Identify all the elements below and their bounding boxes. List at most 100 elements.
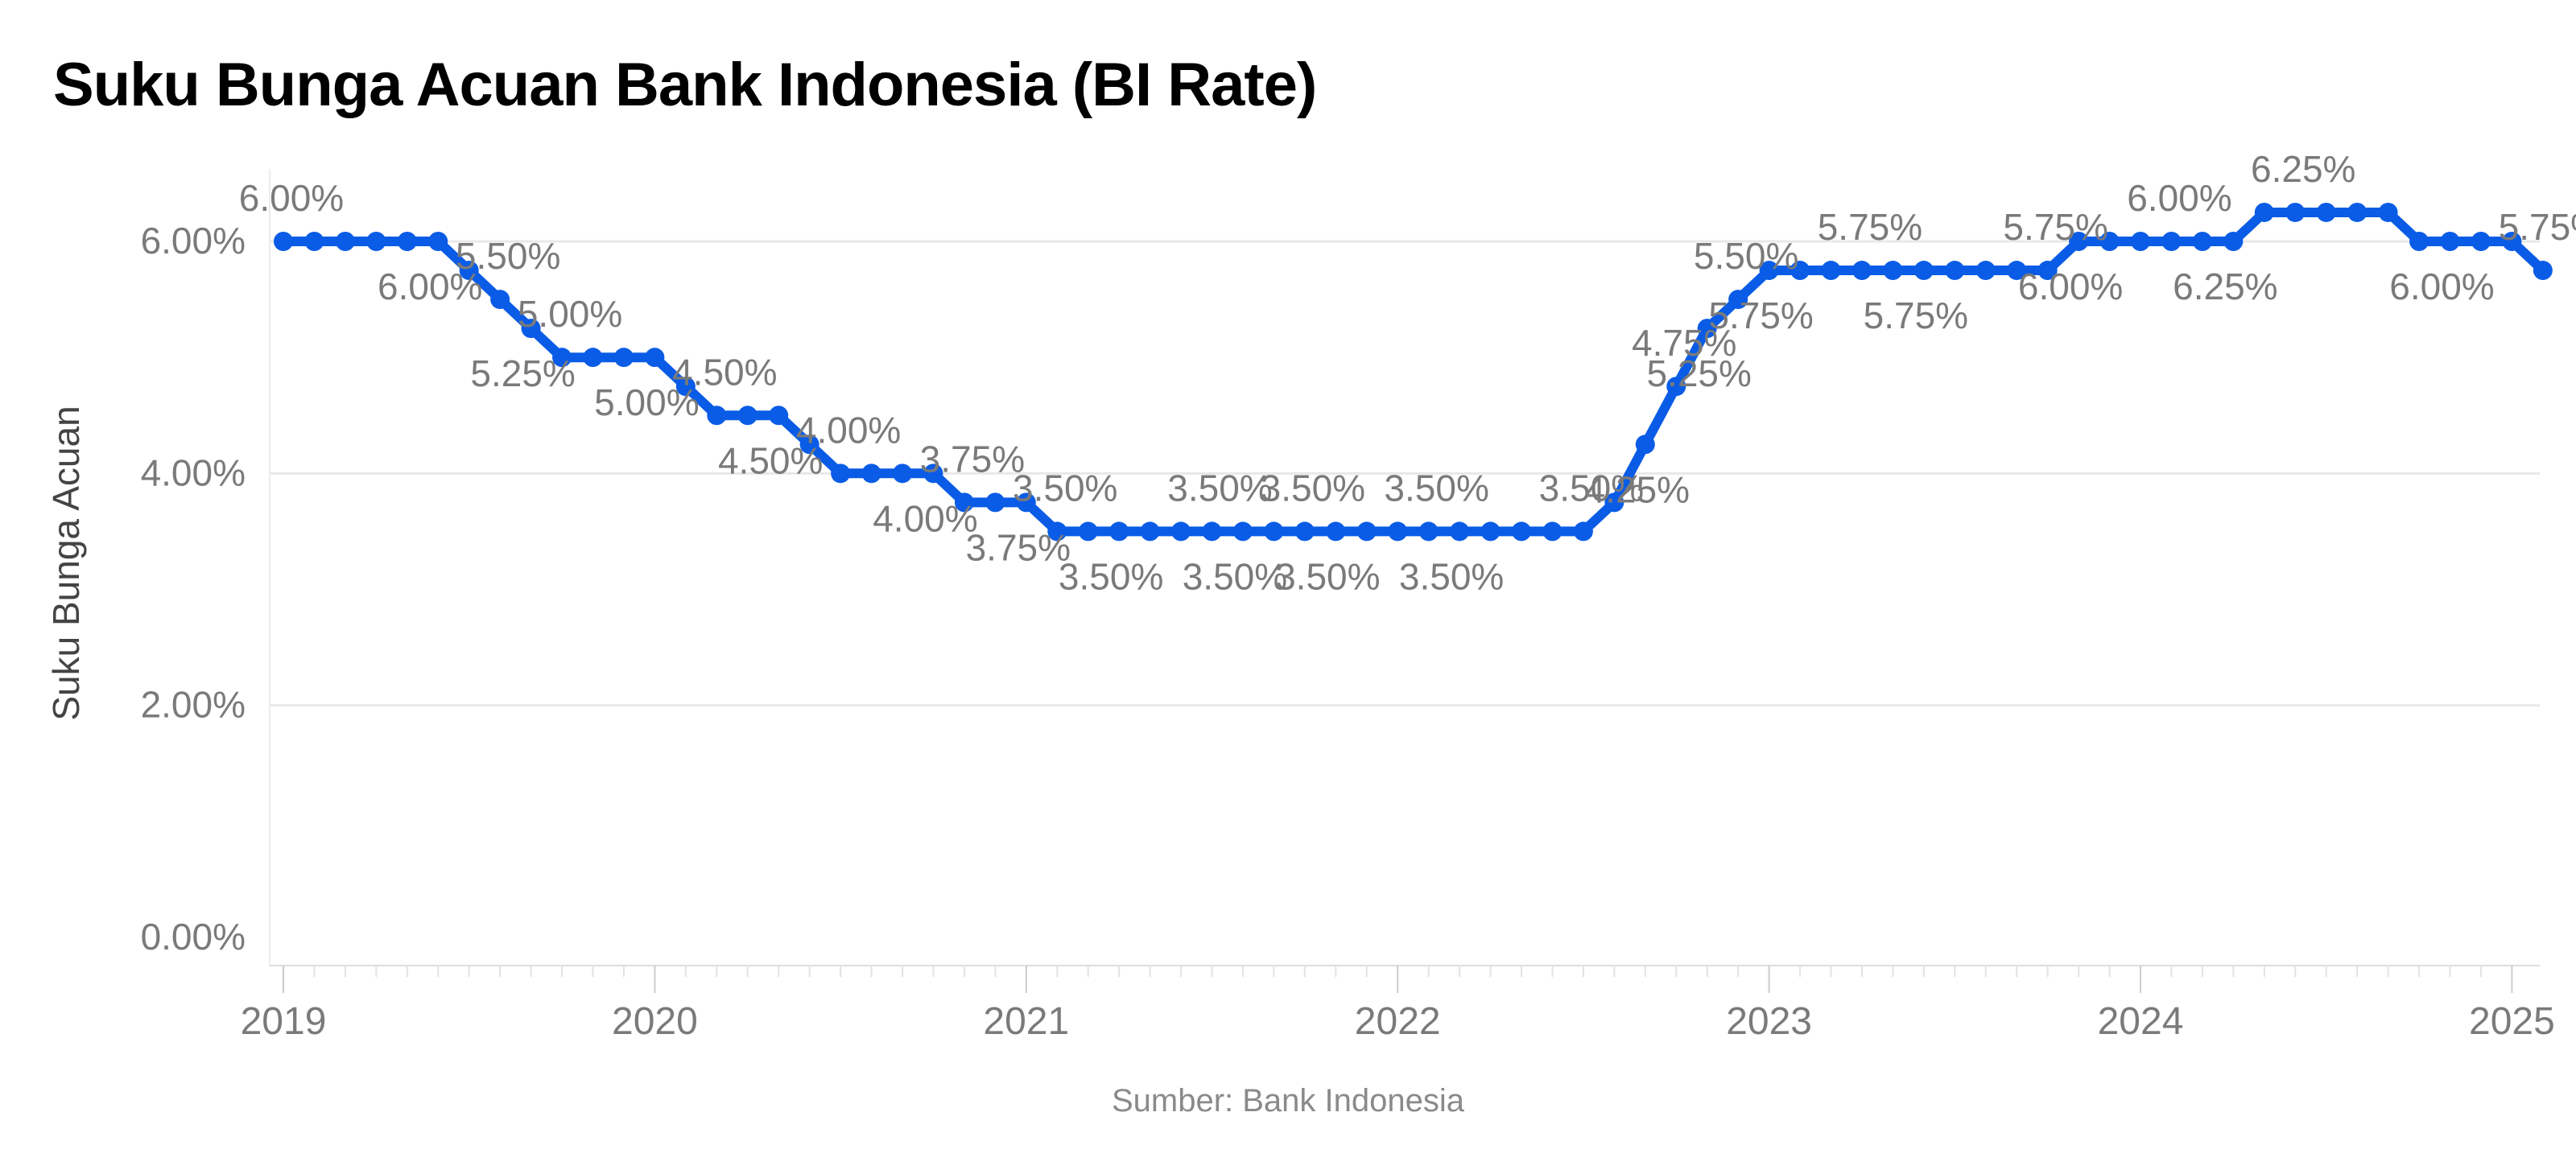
data-point: [1047, 521, 1067, 542]
data-point: [335, 232, 355, 251]
x-tick-label: 2024: [2098, 1000, 2184, 1043]
data-point: [1512, 521, 1531, 542]
x-tick-label: 2022: [1355, 1000, 1441, 1043]
data-point: [1232, 521, 1253, 542]
data-label: 3.50%: [1384, 467, 1488, 509]
data-point: [1945, 261, 1965, 281]
data-label: 6.25%: [2173, 266, 2277, 307]
data-point: [737, 406, 758, 426]
data-point: [613, 348, 634, 368]
data-point: [2254, 202, 2274, 222]
data-point: [397, 232, 417, 251]
source-note: Sumber: Bank Indonesia: [1111, 1083, 1465, 1118]
data-point: [1604, 492, 1624, 513]
data-label: 3.50%: [1261, 467, 1365, 509]
data-label: 4.75%: [1632, 322, 1736, 364]
data-point: [1109, 521, 1129, 542]
x-tick-label: 2020: [612, 1000, 698, 1043]
data-point: [675, 377, 696, 397]
data-point: [1913, 261, 1934, 281]
data-point: [893, 463, 912, 484]
data-point: [923, 463, 943, 484]
data-point: [1975, 261, 1996, 281]
data-point: [366, 232, 386, 251]
data-point: [1821, 261, 1841, 281]
data-label: 3.50%: [1167, 467, 1272, 509]
data-label: 4.50%: [672, 351, 777, 393]
data-point: [1450, 521, 1470, 542]
data-point: [304, 232, 324, 251]
data-label: 5.00%: [518, 293, 622, 335]
data-point: [274, 232, 293, 251]
data-point: [2471, 232, 2491, 251]
data-point: [1635, 435, 1655, 455]
data-label: 6.00%: [2389, 266, 2494, 307]
data-label: 6.00%: [2018, 266, 2123, 307]
data-point: [861, 463, 881, 484]
point-layer: [274, 202, 2553, 542]
data-label: 3.50%: [1059, 555, 1163, 597]
data-point: [1356, 521, 1377, 542]
data-point: [1759, 261, 1779, 281]
data-point: [1294, 521, 1315, 542]
axis-layer: 0.00% 2.00% 4.00% 6.00% 2019 2020 2021 2022 2023…: [141, 169, 2555, 1043]
data-label: 3.75%: [920, 438, 1025, 480]
data-label: 5.50%: [1694, 235, 1798, 277]
data-label: 4.00%: [796, 409, 901, 451]
data-point: [2533, 261, 2553, 281]
data-point: [2161, 232, 2182, 251]
data-label: 5.00%: [594, 381, 699, 423]
data-point: [2347, 202, 2368, 222]
data-label: 5.75%: [1708, 295, 1813, 336]
data-label: 6.00%: [378, 266, 482, 307]
data-point: [831, 463, 851, 484]
data-point: [1573, 521, 1593, 542]
data-point: [1666, 377, 1686, 397]
data-point: [2285, 202, 2306, 222]
data-point: [799, 435, 819, 455]
data-point: [2192, 232, 2212, 251]
data-point: [2316, 202, 2336, 222]
data-label: 6.25%: [2251, 148, 2355, 190]
data-point: [1883, 261, 1903, 281]
data-label: 5.50%: [456, 235, 560, 277]
data-point: [459, 261, 479, 281]
data-point: [1140, 521, 1160, 542]
data-label: 5.75%: [2499, 206, 2576, 248]
data-label: 3.50%: [1539, 467, 1644, 509]
data-point: [1418, 521, 1439, 542]
data-point: [1388, 521, 1408, 542]
y-tick-label: 6.00%: [141, 220, 246, 262]
data-label: 5.25%: [470, 352, 575, 394]
chart-title: Suku Bunga Acuan Bank Indonesia (BI Rate…: [53, 51, 1317, 119]
data-label: 3.50%: [1013, 467, 1117, 509]
data-point: [954, 492, 974, 513]
data-label: 6.00%: [239, 177, 344, 219]
x-tick-label: 2021: [983, 1000, 1069, 1043]
data-point: [1790, 261, 1810, 281]
data-point: [2037, 261, 2058, 281]
data-point: [1852, 261, 1872, 281]
data-point: [428, 232, 448, 251]
data-point: [2007, 261, 2027, 281]
data-point: [1728, 290, 1748, 310]
x-tick-label: 2019: [241, 1000, 327, 1043]
label-layer: 6.00%6.00%5.50%5.25%5.00%5.00%4.50%4.50%…: [239, 148, 2576, 597]
data-label: 5.75%: [1864, 295, 1968, 336]
data-label: 3.50%: [1275, 555, 1380, 597]
y-tick-label: 2.00%: [141, 684, 246, 726]
data-label: 3.50%: [1183, 555, 1287, 597]
data-label: 4.25%: [1585, 468, 1690, 510]
y-tick-label: 0.00%: [141, 916, 246, 958]
data-label: 3.50%: [1399, 555, 1504, 597]
y-axis-label: Suku Bunga Acuan: [45, 406, 87, 720]
data-point: [2409, 232, 2429, 251]
data-point: [2440, 232, 2460, 251]
data-label: 5.25%: [1646, 352, 1751, 394]
data-point: [1326, 521, 1346, 542]
data-point: [2099, 232, 2120, 251]
data-label: 5.75%: [2003, 206, 2107, 248]
y-tick-label: 4.00%: [141, 451, 246, 493]
data-point: [769, 406, 789, 426]
